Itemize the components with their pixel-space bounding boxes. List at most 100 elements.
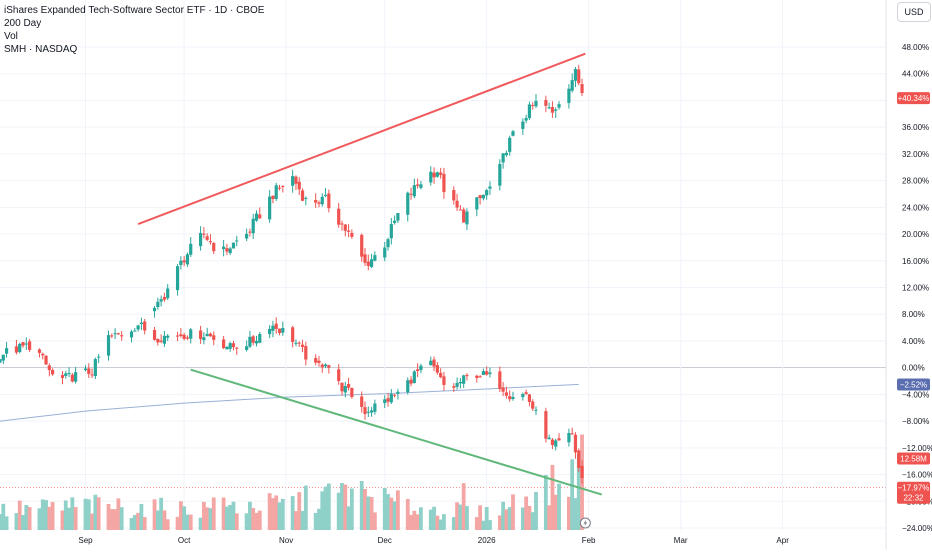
smh-candle xyxy=(222,246,226,250)
volume-bar xyxy=(481,520,486,530)
igv-candle xyxy=(202,337,206,341)
volume-bar xyxy=(116,498,121,530)
smh-candle xyxy=(198,233,203,247)
volume-bar xyxy=(136,512,141,530)
volume-bar xyxy=(37,508,42,530)
volume-bar xyxy=(497,515,502,530)
igv-candle xyxy=(557,438,561,441)
igv-candle xyxy=(24,343,28,345)
volume-bar xyxy=(438,519,443,530)
indicator-vol-label[interactable]: Vol xyxy=(4,31,18,42)
y-tick-label: −16.00% xyxy=(902,471,932,480)
volume-bar xyxy=(382,487,387,530)
volume-bar xyxy=(465,506,469,530)
volume-bar xyxy=(113,509,117,530)
smh-candle xyxy=(478,195,482,199)
volume-bar xyxy=(274,495,279,530)
volume-bar xyxy=(4,516,9,530)
igv-candle xyxy=(235,347,239,349)
y-tick-label: 12.00% xyxy=(902,284,929,293)
igv-candle xyxy=(511,397,515,400)
volume-bar xyxy=(504,509,509,530)
volume-bar xyxy=(313,512,318,530)
y-tick-label: 32.00% xyxy=(902,150,929,159)
volume-bar xyxy=(435,515,440,530)
ma-200-line xyxy=(0,383,579,422)
trendlines[interactable] xyxy=(137,52,603,496)
igv-candle xyxy=(297,342,301,344)
igv-last-label: −17.97% xyxy=(898,484,930,493)
volume-bar xyxy=(159,497,164,530)
volume-bar xyxy=(520,507,525,530)
smh-candle xyxy=(366,261,370,266)
smh-candle xyxy=(291,176,295,186)
smh-candle xyxy=(508,137,512,152)
volume-bar xyxy=(40,499,45,530)
volume-bar xyxy=(484,507,489,530)
volume-bar xyxy=(392,501,397,530)
volume-bar xyxy=(211,497,216,530)
smh-candle xyxy=(373,255,377,261)
igv-candle xyxy=(570,433,574,435)
igv-candle xyxy=(18,343,22,353)
volume-bar xyxy=(44,500,48,530)
smh-candle xyxy=(442,173,446,193)
smh-candle xyxy=(567,88,571,103)
symbol-title[interactable]: iShares Expanded Tech-Software Sector ET… xyxy=(4,5,265,16)
volume-last-label-box xyxy=(897,452,930,465)
smh-candle xyxy=(212,242,216,252)
volume-bar xyxy=(389,497,394,530)
smh-last-label-box xyxy=(897,92,930,105)
currency-button[interactable]: USD xyxy=(897,2,931,22)
ma-line xyxy=(0,383,579,422)
x-tick-label: Feb xyxy=(582,536,596,545)
volume-bar xyxy=(224,506,229,530)
countdown-label: 22:32 xyxy=(903,494,924,503)
volume-bar xyxy=(251,508,256,530)
igv-candle xyxy=(189,329,193,339)
volume-bar xyxy=(451,517,456,530)
igv-candle xyxy=(179,334,183,337)
grid xyxy=(0,0,887,550)
igv-candle xyxy=(248,336,252,347)
igv-candle xyxy=(60,375,65,378)
igv-candle xyxy=(139,322,144,325)
smh-candle xyxy=(175,266,180,291)
smh-candle xyxy=(205,236,209,240)
igv-candle xyxy=(366,411,370,413)
y-tick-label: 44.00% xyxy=(902,70,929,79)
igv-candle xyxy=(281,327,285,333)
smh-candle xyxy=(294,176,298,184)
volume-bar xyxy=(419,507,423,530)
volume-bar xyxy=(228,505,233,530)
igv-candle xyxy=(317,360,321,363)
x-tick-label: Apr xyxy=(776,536,789,545)
volume-bar xyxy=(106,503,111,530)
igv-candle xyxy=(544,411,548,439)
indicator-ma-label[interactable]: 200 Day xyxy=(4,18,42,29)
smh-candle xyxy=(297,181,301,190)
volume-bar xyxy=(86,499,91,530)
smh-candle xyxy=(429,171,433,183)
smh-candle xyxy=(577,69,581,84)
x-tick-label: Oct xyxy=(178,536,191,545)
smh-candle xyxy=(152,307,157,312)
smh-candle xyxy=(485,190,489,196)
volume-bar xyxy=(93,494,98,530)
igv-candle xyxy=(488,372,492,374)
compare-symbol-label[interactable]: SMH · NASDAQ xyxy=(4,44,78,55)
igv-candle xyxy=(245,346,249,350)
igv-candle xyxy=(0,359,2,363)
igv-candle xyxy=(258,334,262,343)
volume-bar xyxy=(201,501,206,530)
igv-candle xyxy=(208,333,213,337)
igv-candle xyxy=(97,356,101,358)
smh-candle xyxy=(159,299,163,302)
volume-bar xyxy=(208,508,213,530)
igv-candle xyxy=(550,439,555,445)
x-axis[interactable]: Sep Oct Nov Dec 2026 Feb Mar Apr xyxy=(78,536,789,545)
smh-candle xyxy=(511,131,515,136)
volume-bar xyxy=(182,506,187,530)
